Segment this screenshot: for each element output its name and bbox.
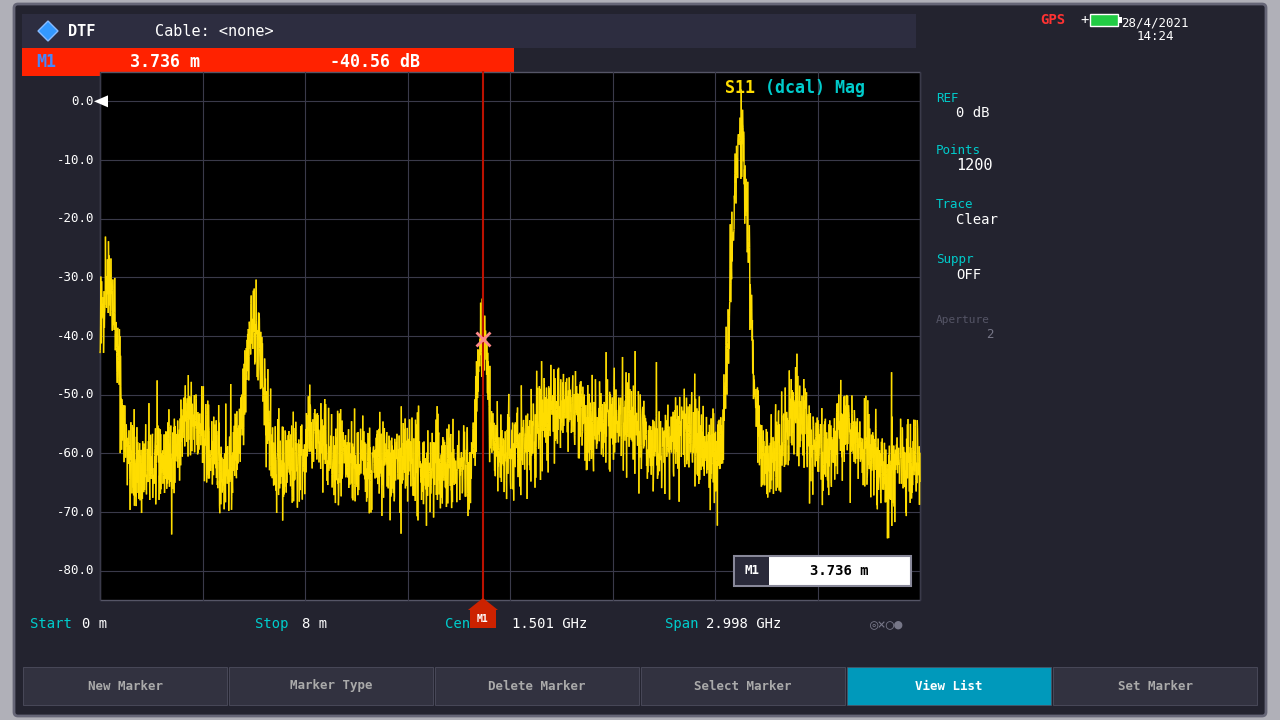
Text: Suppr: Suppr bbox=[936, 253, 974, 266]
FancyBboxPatch shape bbox=[641, 667, 845, 705]
Text: Marker Type: Marker Type bbox=[289, 680, 372, 693]
FancyBboxPatch shape bbox=[470, 610, 495, 628]
Text: 0.0: 0.0 bbox=[72, 95, 93, 108]
FancyBboxPatch shape bbox=[735, 557, 769, 585]
Text: GPS: GPS bbox=[1039, 13, 1065, 27]
Text: +: + bbox=[1080, 13, 1088, 27]
Text: REF: REF bbox=[936, 91, 959, 104]
Text: 14:24: 14:24 bbox=[1137, 30, 1174, 43]
Text: M1: M1 bbox=[745, 564, 759, 577]
Text: M1: M1 bbox=[477, 614, 489, 624]
FancyBboxPatch shape bbox=[14, 4, 1266, 716]
Text: New Marker: New Marker bbox=[87, 680, 163, 693]
Polygon shape bbox=[93, 95, 108, 107]
Text: 1200: 1200 bbox=[956, 158, 992, 173]
Text: -80.0: -80.0 bbox=[56, 564, 93, 577]
Text: Cable: <none>: Cable: <none> bbox=[155, 24, 274, 38]
Text: Clear: Clear bbox=[956, 213, 998, 227]
Text: Select Marker: Select Marker bbox=[694, 680, 792, 693]
Text: 3.736 m: 3.736 m bbox=[810, 564, 868, 578]
Text: Aperture: Aperture bbox=[936, 315, 989, 325]
Text: -40.0: -40.0 bbox=[56, 330, 93, 343]
Text: OFF: OFF bbox=[956, 268, 982, 282]
Text: Trace: Trace bbox=[936, 199, 974, 212]
Text: View List: View List bbox=[915, 680, 983, 693]
Text: -20.0: -20.0 bbox=[56, 212, 93, 225]
Text: 8 m: 8 m bbox=[302, 617, 328, 631]
Text: ◎×○●: ◎×○● bbox=[870, 617, 904, 631]
FancyBboxPatch shape bbox=[1091, 14, 1117, 26]
FancyBboxPatch shape bbox=[435, 667, 639, 705]
Text: 2: 2 bbox=[986, 328, 993, 341]
Text: 0 dB: 0 dB bbox=[956, 106, 989, 120]
FancyBboxPatch shape bbox=[1053, 667, 1257, 705]
FancyBboxPatch shape bbox=[733, 556, 911, 586]
Polygon shape bbox=[468, 598, 498, 610]
FancyBboxPatch shape bbox=[847, 667, 1051, 705]
FancyBboxPatch shape bbox=[100, 72, 920, 600]
Text: Span: Span bbox=[666, 617, 699, 631]
Text: M1: M1 bbox=[36, 53, 56, 71]
Text: 1.501 GHz: 1.501 GHz bbox=[512, 617, 588, 631]
Text: (dcal) Mag: (dcal) Mag bbox=[765, 79, 865, 97]
Polygon shape bbox=[38, 21, 58, 41]
Text: Delete Marker: Delete Marker bbox=[488, 680, 586, 693]
Text: -40.56 dB: -40.56 dB bbox=[330, 53, 420, 71]
Text: -10.0: -10.0 bbox=[56, 153, 93, 166]
Text: DTF: DTF bbox=[68, 24, 96, 38]
Text: 3.736 m: 3.736 m bbox=[131, 53, 200, 71]
Text: Start: Start bbox=[29, 617, 72, 631]
Text: 2.998 GHz: 2.998 GHz bbox=[707, 617, 781, 631]
Text: Stop: Stop bbox=[255, 617, 288, 631]
Text: -60.0: -60.0 bbox=[56, 447, 93, 460]
Text: 28/4/2021: 28/4/2021 bbox=[1121, 17, 1189, 30]
Text: S11: S11 bbox=[724, 79, 765, 97]
FancyBboxPatch shape bbox=[229, 667, 433, 705]
Text: Points: Points bbox=[936, 143, 980, 156]
FancyBboxPatch shape bbox=[23, 667, 227, 705]
FancyBboxPatch shape bbox=[22, 48, 515, 76]
Text: 0 m: 0 m bbox=[82, 617, 108, 631]
FancyBboxPatch shape bbox=[1117, 17, 1123, 23]
FancyBboxPatch shape bbox=[22, 14, 916, 48]
Text: -50.0: -50.0 bbox=[56, 388, 93, 401]
Text: -70.0: -70.0 bbox=[56, 505, 93, 518]
Text: -30.0: -30.0 bbox=[56, 271, 93, 284]
Text: Set Marker: Set Marker bbox=[1117, 680, 1193, 693]
Text: Center: Center bbox=[445, 617, 495, 631]
